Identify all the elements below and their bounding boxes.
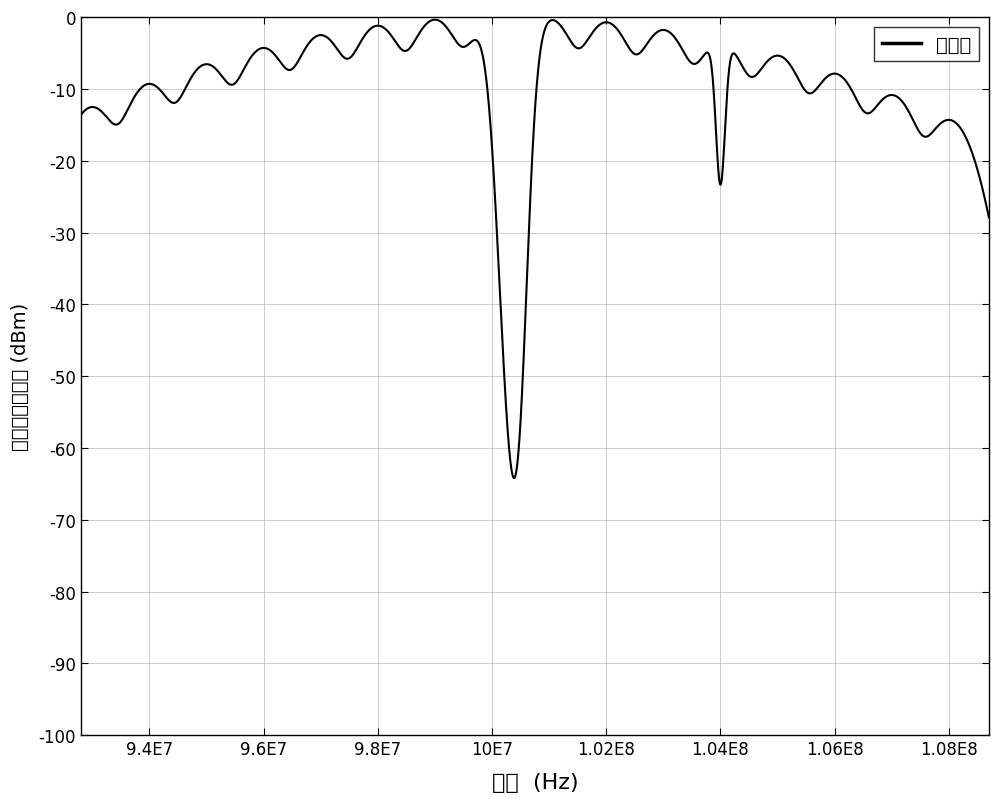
X-axis label: 频率  (Hz): 频率 (Hz) — [492, 772, 578, 792]
Y-axis label: 混频器输出频谱 (dBm): 混频器输出频谱 (dBm) — [11, 303, 30, 450]
Legend: 滤波前: 滤波前 — [874, 28, 979, 63]
